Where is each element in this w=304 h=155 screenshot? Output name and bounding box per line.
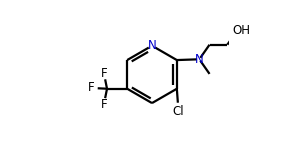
Text: F: F	[101, 67, 107, 80]
Text: Cl: Cl	[173, 105, 184, 118]
Text: N: N	[148, 39, 156, 52]
Text: OH: OH	[233, 24, 251, 37]
Text: F: F	[88, 82, 95, 94]
Text: N: N	[195, 53, 204, 66]
Text: F: F	[101, 98, 107, 111]
